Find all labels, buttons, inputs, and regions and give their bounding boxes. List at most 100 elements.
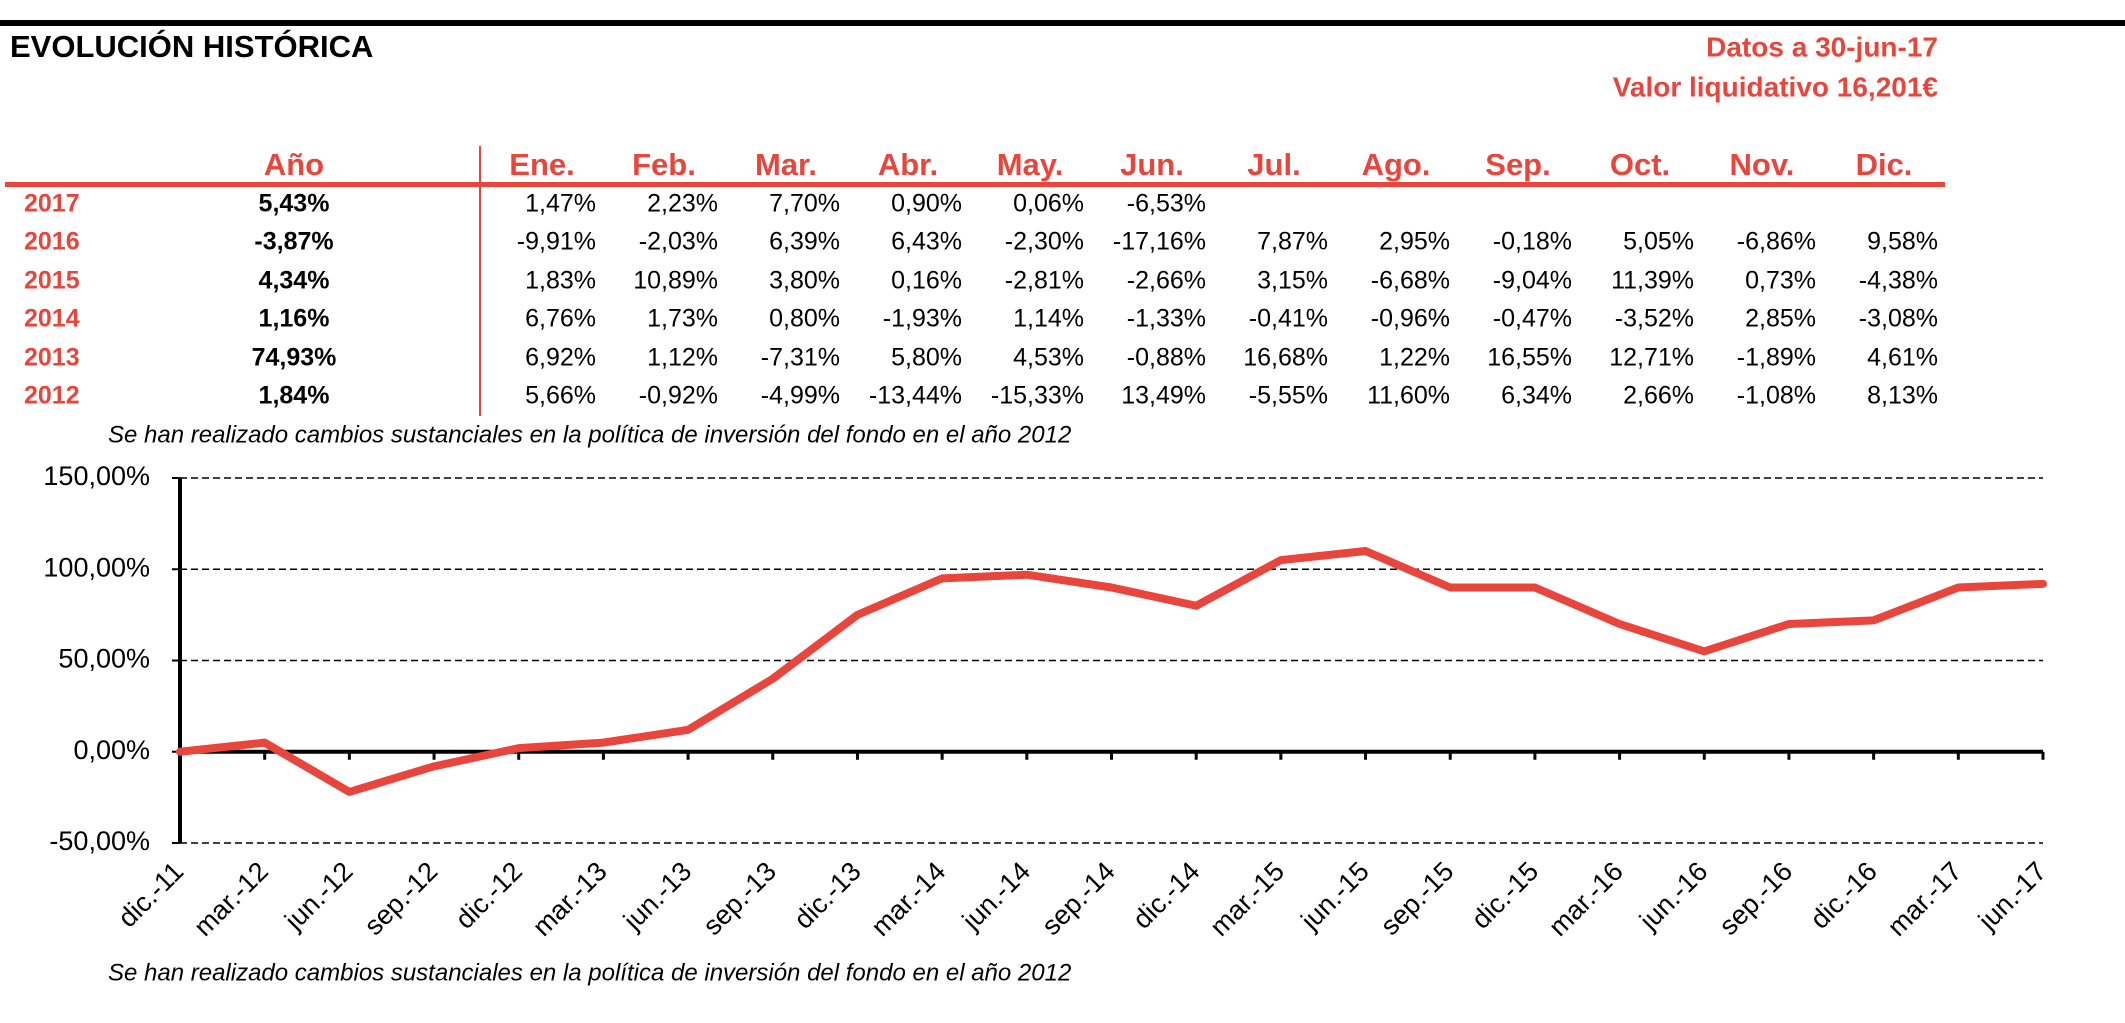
year: 2014 (24, 305, 80, 333)
monthly-return: 8,13% (1867, 382, 1938, 410)
year: 2016 (24, 228, 80, 256)
column-header: Ene. (509, 147, 574, 182)
x-tick-label: dic.-16 (1804, 856, 1883, 935)
column-header: Jul. (1247, 147, 1300, 182)
column-header: Año (264, 147, 324, 182)
x-tick-label: dic.-12 (449, 856, 528, 935)
monthly-return: -15,33% (991, 382, 1084, 410)
monthly-return: 2,95% (1379, 228, 1450, 256)
monthly-return: 1,12% (647, 344, 718, 372)
y-tick-label: 150,00% (43, 461, 150, 491)
x-tick-label: mar.-15 (1204, 856, 1290, 942)
monthly-return: -1,33% (1127, 305, 1206, 333)
year: 2015 (24, 267, 80, 295)
monthly-return: -17,16% (1113, 228, 1206, 256)
column-header: Oct. (1610, 147, 1670, 182)
monthly-return: 5,80% (891, 344, 962, 372)
column-header: Abr. (878, 147, 938, 182)
column-header: Jun. (1120, 147, 1184, 182)
monthly-return: 1,22% (1379, 344, 1450, 372)
monthly-return: -0,18% (1493, 228, 1572, 256)
annual-return: 1,16% (259, 305, 330, 333)
annual-return: 4,34% (259, 267, 330, 295)
column-header: Nov. (1730, 147, 1795, 182)
monthly-return: -1,89% (1737, 344, 1816, 372)
x-tick-label: mar.-14 (865, 856, 951, 942)
x-tick-label: sep.-16 (1713, 856, 1798, 941)
monthly-return: 1,83% (525, 267, 596, 295)
monthly-return: 3,80% (769, 267, 840, 295)
monthly-return: -6,86% (1737, 228, 1816, 256)
x-tick-label: dic.-15 (1466, 856, 1545, 935)
y-tick-label: 100,00% (43, 552, 150, 582)
line-series (176, 547, 2047, 796)
year: 2017 (24, 190, 80, 218)
monthly-return: 9,58% (1867, 228, 1938, 256)
y-tick-label: 0,00% (73, 735, 150, 765)
monthly-return: 10,89% (633, 267, 718, 295)
monthly-return: 7,70% (769, 190, 840, 218)
monthly-return: 2,23% (647, 190, 718, 218)
x-tick-label: sep.-13 (697, 856, 782, 941)
monthly-return: -6,53% (1127, 190, 1206, 218)
monthly-return: 2,85% (1745, 305, 1816, 333)
monthly-return: 1,73% (647, 305, 718, 333)
monthly-return: 16,68% (1243, 344, 1328, 372)
monthly-return: 0,06% (1013, 190, 1084, 218)
monthly-return: 0,73% (1745, 267, 1816, 295)
header-rule (5, 182, 1945, 187)
monthly-return: 7,87% (1257, 228, 1328, 256)
monthly-return: 0,80% (769, 305, 840, 333)
monthly-return: 3,15% (1257, 267, 1328, 295)
x-tick-label: mar.-16 (1543, 856, 1629, 942)
monthly-return: 6,39% (769, 228, 840, 256)
column-header: Feb. (632, 147, 696, 182)
monthly-return: 12,71% (1609, 344, 1694, 372)
monthly-return: 13,49% (1121, 382, 1206, 410)
annual-return: 1,84% (259, 382, 330, 410)
monthly-return: -2,81% (1005, 267, 1084, 295)
monthly-return: -4,38% (1859, 267, 1938, 295)
column-header: Dic. (1856, 147, 1913, 182)
y-tick-label: 50,00% (58, 644, 150, 674)
monthly-return: 11,60% (1367, 382, 1450, 410)
column-header: Sep. (1485, 147, 1550, 182)
x-tick-label: sep.-14 (1036, 856, 1121, 941)
monthly-return: 2,66% (1623, 382, 1694, 410)
title: EVOLUCIÓN HISTÓRICA (10, 28, 373, 64)
column-header: Mar. (755, 147, 817, 182)
monthly-return: 6,76% (525, 305, 596, 333)
nav: Valor liquidativo 16,201€ (1613, 71, 1939, 102)
year: 2012 (24, 382, 80, 410)
monthly-return: 11,39% (1611, 267, 1694, 295)
annual-return: 74,93% (252, 344, 337, 372)
monthly-return: -1,08% (1737, 382, 1816, 410)
monthly-return: 5,66% (525, 382, 596, 410)
annual-return: 5,43% (259, 190, 330, 218)
monthly-return: -2,03% (639, 228, 718, 256)
x-tick-label: sep.-12 (358, 856, 443, 941)
monthly-return: 16,55% (1487, 344, 1572, 372)
top-rule (0, 20, 2125, 26)
monthly-return: 0,90% (891, 190, 962, 218)
monthly-return: -0,88% (1127, 344, 1206, 372)
year: 2013 (24, 344, 80, 372)
monthly-return: 5,05% (1623, 228, 1694, 256)
x-tick-label: jun.-15 (1295, 856, 1375, 936)
x-tick-label: jun.-16 (1633, 856, 1713, 936)
monthly-return: 6,34% (1501, 382, 1572, 410)
x-tick-label: jun.-17 (1972, 856, 2052, 936)
monthly-return: -0,96% (1371, 305, 1450, 333)
monthly-return: -9,04% (1493, 267, 1572, 295)
monthly-return: -6,68% (1371, 267, 1450, 295)
monthly-return: -2,66% (1127, 267, 1206, 295)
monthly-return: -0,47% (1493, 305, 1572, 333)
chart-note: Se han realizado cambios sustanciales en… (108, 959, 1071, 986)
table-note: Se han realizado cambios sustanciales en… (108, 421, 1071, 448)
monthly-return: 1,47% (525, 190, 596, 218)
monthly-return: 0,16% (891, 267, 962, 295)
x-tick-label: mar.-17 (1882, 856, 1968, 942)
x-tick-label: sep.-15 (1375, 856, 1460, 941)
monthly-return: 6,92% (525, 344, 596, 372)
